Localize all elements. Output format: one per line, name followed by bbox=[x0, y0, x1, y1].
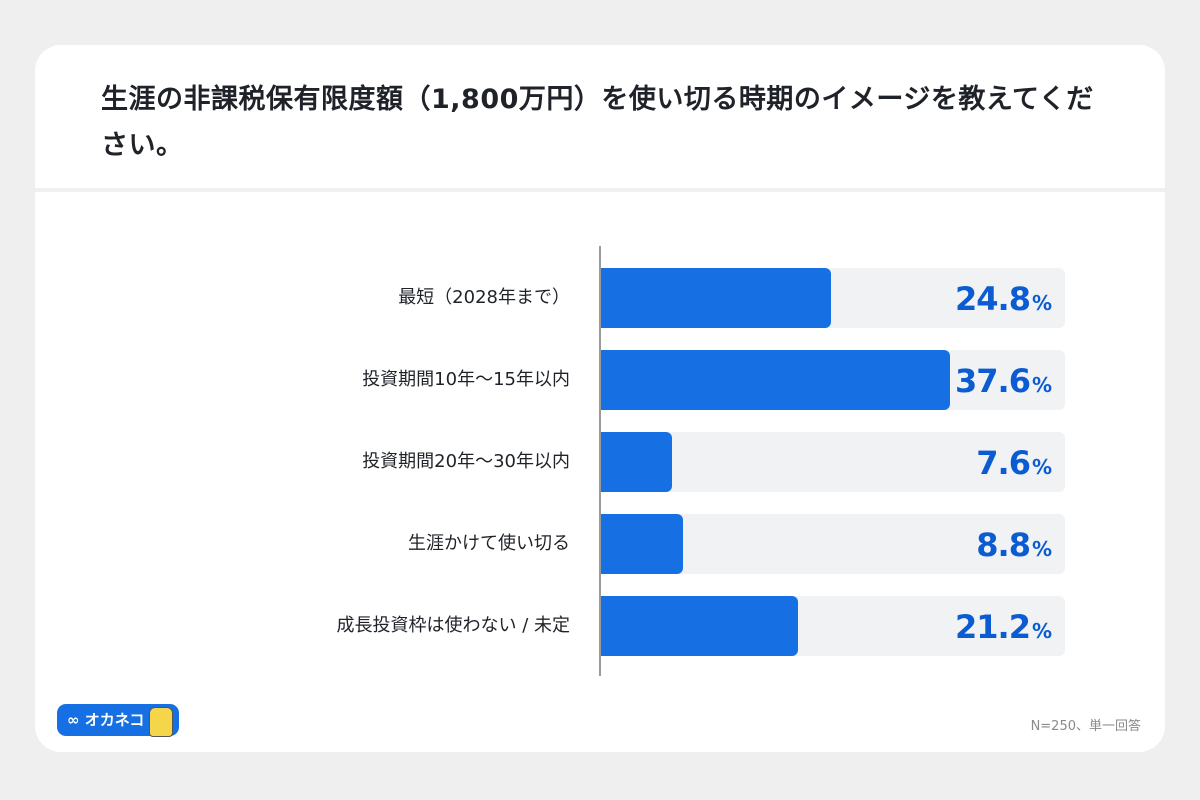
okaneko-logo: ∞ オカネコ bbox=[57, 704, 179, 737]
bar bbox=[601, 350, 950, 410]
bar-row: 投資期間20年〜30年以内 7.6% bbox=[35, 432, 1165, 492]
bar bbox=[601, 268, 832, 328]
value-label: 8.8% bbox=[976, 526, 1052, 564]
chart-card: 生涯の非課税保有限度額（1,800万円）を使い切る時期のイメージを教えてください… bbox=[35, 45, 1165, 752]
bar-row: 投資期間10年〜15年以内 37.6% bbox=[35, 350, 1165, 410]
divider bbox=[35, 188, 1165, 192]
value-label: 37.6% bbox=[955, 362, 1052, 400]
bar-row: 生涯かけて使い切る 8.8% bbox=[35, 514, 1165, 574]
value-label: 7.6% bbox=[976, 444, 1052, 482]
bar-row: 成長投資枠は使わない / 未定 21.2% bbox=[35, 596, 1165, 656]
bar bbox=[601, 432, 672, 492]
bar bbox=[601, 514, 683, 574]
value-label: 24.8% bbox=[955, 280, 1052, 318]
bar-row: 最短（2028年まで） 24.8% bbox=[35, 268, 1165, 328]
category-label: 生涯かけて使い切る bbox=[408, 533, 570, 554]
category-label: 成長投資枠は使わない / 未定 bbox=[336, 615, 570, 636]
bar-track bbox=[601, 432, 1065, 492]
category-label: 最短（2028年まで） bbox=[398, 287, 570, 308]
category-label: 投資期間20年〜30年以内 bbox=[362, 451, 570, 472]
cat-mascot-icon bbox=[149, 707, 173, 737]
chart-title: 生涯の非課税保有限度額（1,800万円）を使い切る時期のイメージを教えてください… bbox=[101, 84, 1094, 161]
sample-note: N=250、単一回答 bbox=[1030, 719, 1141, 734]
category-label: 投資期間10年〜15年以内 bbox=[362, 369, 570, 390]
value-label: 21.2% bbox=[955, 608, 1052, 646]
y-axis-line bbox=[599, 246, 601, 676]
bar bbox=[601, 596, 798, 656]
logo-text: ∞ オカネコ bbox=[67, 711, 145, 729]
